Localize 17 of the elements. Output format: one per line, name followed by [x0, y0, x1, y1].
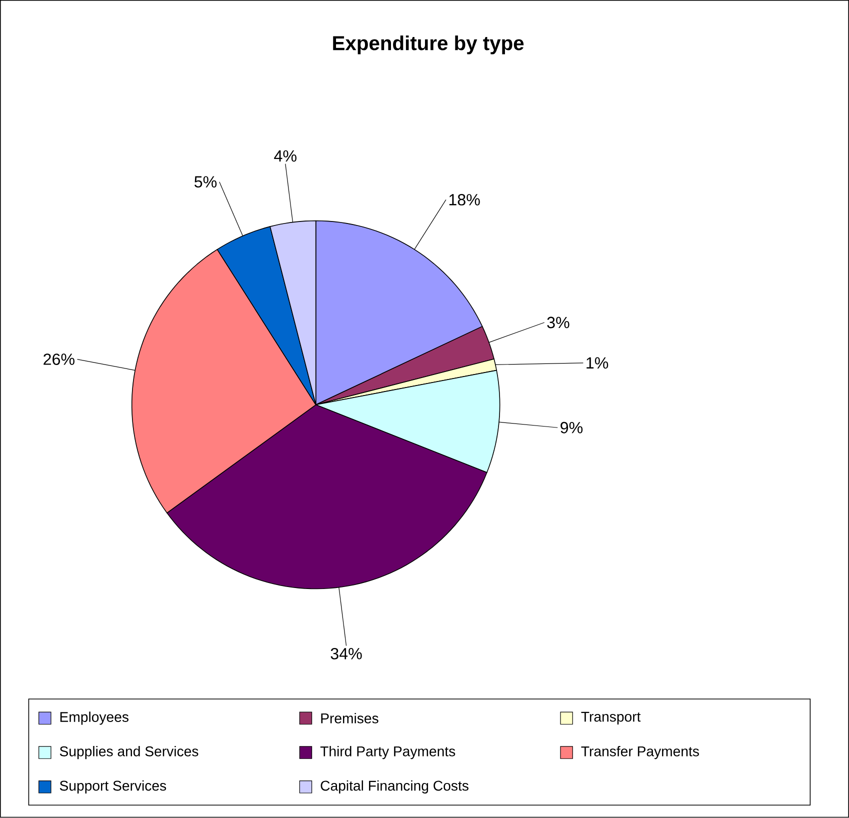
legend-label: Supplies and Services: [60, 746, 198, 760]
data-label: 4%: [274, 150, 296, 162]
data-label: 5%: [194, 176, 217, 188]
data-label: 34%: [330, 648, 362, 660]
data-label: 3%: [547, 316, 570, 328]
legend-label: Premises: [321, 713, 378, 724]
data-label: 26%: [44, 354, 74, 366]
legend-label: Support Services: [60, 780, 166, 794]
chart-title: Expenditure by type: [333, 36, 524, 54]
legend-label: Employees: [60, 712, 128, 725]
data-label: 9%: [560, 422, 583, 434]
legend-label: Capital Financing Costs: [320, 780, 468, 794]
legend-label: Third Party Payments: [320, 746, 456, 760]
legend-label: Transfer Payments: [581, 746, 699, 760]
legend-label: Transport: [581, 712, 641, 725]
data-label: 18%: [449, 194, 480, 206]
data-label: 1%: [586, 357, 608, 369]
